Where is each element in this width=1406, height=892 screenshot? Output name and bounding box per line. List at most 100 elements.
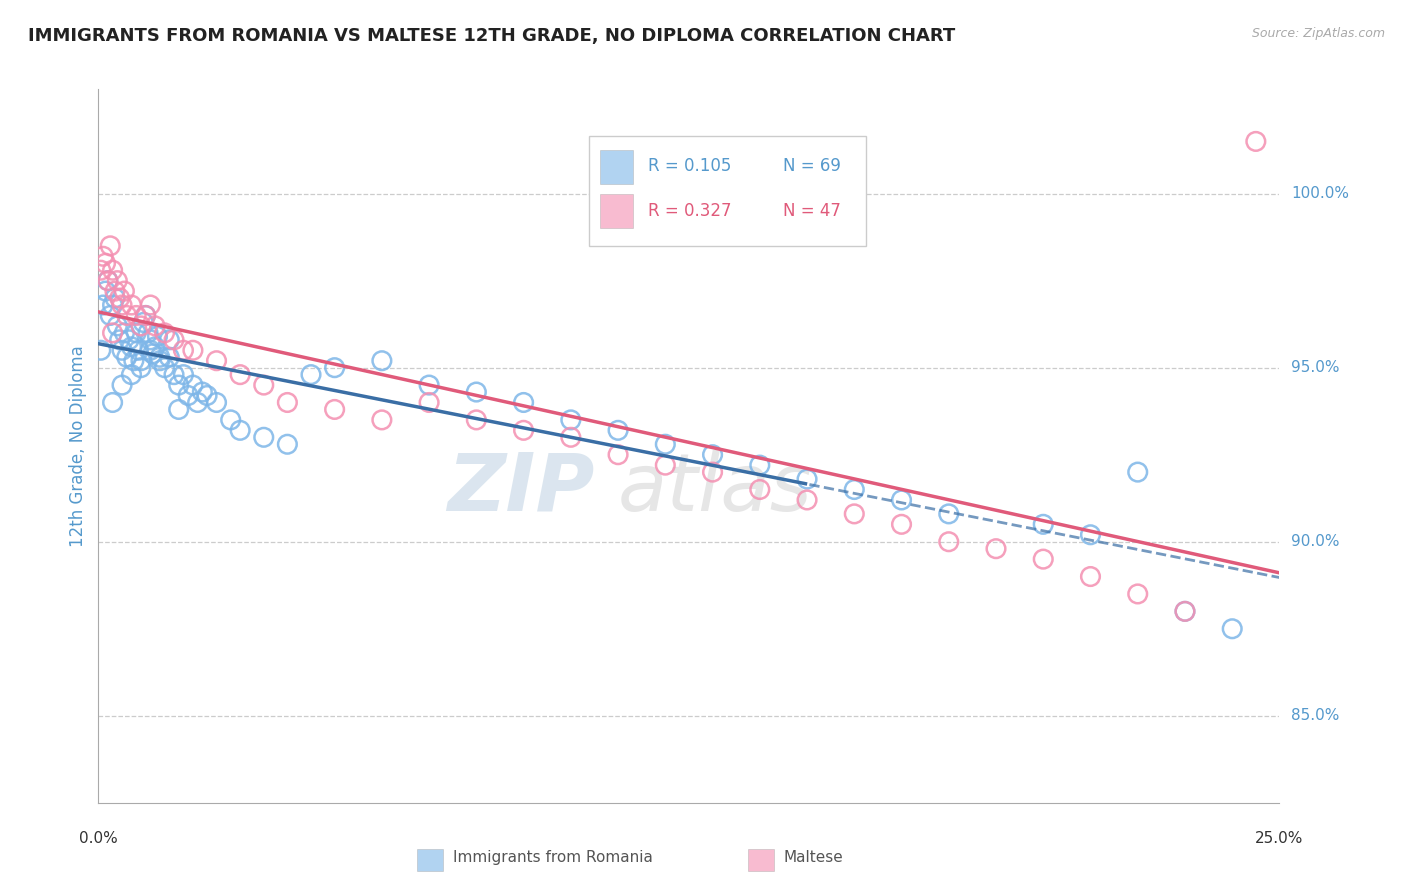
Text: ZIP: ZIP — [447, 450, 595, 528]
Point — [748, 458, 770, 472]
Point — [91, 298, 114, 312]
Point — [153, 360, 176, 375]
Point — [149, 350, 172, 364]
Point — [1244, 135, 1267, 149]
Point — [607, 448, 630, 462]
Point — [105, 318, 128, 333]
Point — [91, 249, 114, 263]
Point — [172, 343, 194, 358]
Text: N = 47: N = 47 — [783, 202, 841, 219]
Point — [1174, 604, 1197, 618]
Point — [938, 507, 960, 521]
Point — [135, 309, 157, 323]
Text: atlas: atlas — [619, 450, 813, 528]
Point — [125, 309, 148, 323]
Point — [418, 378, 440, 392]
Point — [90, 343, 112, 358]
Point — [115, 309, 138, 323]
Point — [748, 483, 770, 497]
Point — [129, 360, 152, 375]
Point — [205, 395, 228, 409]
Point — [1174, 604, 1197, 618]
Point — [111, 298, 134, 312]
FancyBboxPatch shape — [748, 849, 773, 871]
FancyBboxPatch shape — [600, 194, 634, 228]
Point — [115, 350, 138, 364]
Y-axis label: 12th Grade, No Diploma: 12th Grade, No Diploma — [69, 345, 87, 547]
Point — [299, 368, 322, 382]
Point — [111, 343, 134, 358]
Point — [890, 517, 912, 532]
Point — [181, 378, 204, 392]
Point — [94, 284, 117, 298]
Point — [163, 368, 186, 382]
Point — [418, 395, 440, 409]
Point — [104, 291, 127, 305]
Point — [136, 326, 159, 340]
Point — [1126, 587, 1149, 601]
Point — [371, 353, 394, 368]
Point — [465, 413, 488, 427]
Text: 95.0%: 95.0% — [1291, 360, 1340, 376]
Point — [101, 326, 124, 340]
Text: Maltese: Maltese — [783, 850, 844, 865]
Point — [938, 534, 960, 549]
Point — [654, 458, 676, 472]
Point — [512, 423, 534, 437]
Point — [104, 284, 127, 298]
Point — [143, 340, 166, 354]
Text: N = 69: N = 69 — [783, 157, 841, 175]
Text: IMMIGRANTS FROM ROMANIA VS MALTESE 12TH GRADE, NO DIPLOMA CORRELATION CHART: IMMIGRANTS FROM ROMANIA VS MALTESE 12TH … — [28, 27, 955, 45]
Point — [323, 360, 346, 375]
Point — [654, 437, 676, 451]
Point — [371, 413, 394, 427]
Point — [796, 492, 818, 507]
Point — [121, 340, 143, 354]
FancyBboxPatch shape — [600, 150, 634, 184]
Point — [177, 388, 200, 402]
Point — [1080, 569, 1102, 583]
Point — [157, 350, 180, 364]
Point — [187, 395, 209, 409]
Point — [129, 318, 152, 333]
Point — [323, 402, 346, 417]
Point — [195, 388, 218, 402]
Point — [112, 326, 135, 340]
Point — [125, 326, 148, 340]
Point — [149, 353, 172, 368]
Text: Source: ZipAtlas.com: Source: ZipAtlas.com — [1251, 27, 1385, 40]
Point — [172, 368, 194, 382]
Point — [1220, 622, 1243, 636]
Point — [167, 402, 190, 417]
Point — [139, 343, 162, 358]
Point — [153, 326, 176, 340]
Point — [1126, 465, 1149, 479]
Point — [191, 385, 214, 400]
Text: 100.0%: 100.0% — [1291, 186, 1350, 201]
Point — [118, 333, 141, 347]
Text: 85.0%: 85.0% — [1291, 708, 1340, 723]
Point — [796, 472, 818, 486]
Point — [128, 343, 150, 358]
Point — [97, 274, 120, 288]
Point — [157, 333, 180, 347]
Point — [108, 333, 131, 347]
Point — [135, 309, 157, 323]
Point — [1032, 552, 1054, 566]
Point — [465, 385, 488, 400]
Point — [163, 333, 186, 347]
Point — [205, 353, 228, 368]
Point — [143, 318, 166, 333]
Point — [142, 347, 165, 361]
Text: Immigrants from Romania: Immigrants from Romania — [453, 850, 652, 865]
Point — [253, 430, 276, 444]
Point — [560, 430, 582, 444]
Point — [253, 378, 276, 392]
Point — [97, 274, 120, 288]
Point — [111, 378, 134, 392]
Point — [108, 291, 131, 305]
Point — [607, 423, 630, 437]
Point — [105, 274, 128, 288]
Text: R = 0.327: R = 0.327 — [648, 202, 731, 219]
Text: 0.0%: 0.0% — [79, 831, 118, 847]
